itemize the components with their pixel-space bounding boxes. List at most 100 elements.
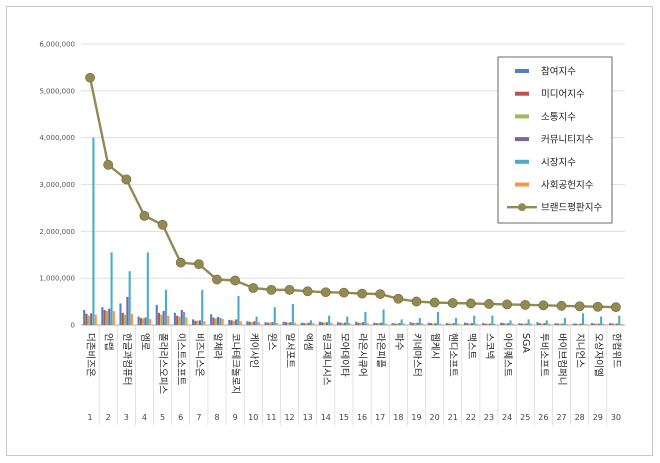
bar-사회공헌지수 [130, 313, 134, 325]
bar-참여지수 [463, 322, 467, 325]
bar-사회공헌지수 [384, 323, 387, 325]
bar-커뮤니티지수 [108, 308, 111, 325]
bar-참여지수 [83, 310, 86, 325]
bar-사회공헌지수 [620, 324, 623, 325]
brand-index-point [212, 274, 222, 285]
bar-소통지수 [287, 322, 290, 325]
rank-number: 1 [88, 413, 93, 422]
bar-참여지수 [554, 323, 557, 325]
bar-시장지수 [618, 315, 621, 325]
x-axis: 더존비즈온 1 안랩 2 한글과컴퓨터 3 엠로 4 폴라리스오피스 5 이스트소프트 6 비즈니스온 7… [85, 325, 622, 425]
category-label: 폴라리스오피스 [157, 333, 168, 394]
rank-number: 10 [248, 413, 258, 422]
y-tick-label: 5,000,000 [39, 87, 75, 95]
bar-커뮤니티지수 [198, 320, 201, 325]
bar-사회공헌지수 [221, 318, 224, 325]
bar-시장지수 [545, 320, 548, 325]
bar-커뮤니티지수 [235, 319, 238, 325]
bar-사회공헌지수 [566, 324, 569, 325]
bar-커뮤니티지수 [416, 322, 419, 325]
bar-사회공헌지수 [112, 310, 115, 325]
rank-number: 25 [520, 413, 530, 422]
bar-소통지수 [559, 323, 562, 325]
bar-시장지수 [237, 295, 240, 325]
bar-미디어지수 [284, 322, 288, 325]
category-label: 라온피플 [375, 333, 386, 368]
category-label: 비즈니스온 [193, 333, 204, 377]
bar-참여지수 [337, 322, 340, 325]
category-label: 링크제니시스 [320, 333, 332, 386]
bar-참여지수 [536, 322, 539, 325]
bar-사회공헌지수 [402, 323, 406, 325]
bar-미디어지수 [411, 323, 414, 325]
brand-index-point [339, 287, 349, 298]
bar-미디어지수 [430, 323, 433, 325]
bar-시장지수 [291, 303, 294, 325]
category-label: 알서포트 [284, 333, 295, 368]
y-tick-label: 0 [71, 322, 75, 330]
bar-참여지수 [300, 322, 303, 325]
rank-number: 17 [375, 413, 385, 422]
bar-참여지수 [155, 304, 158, 325]
rank-number: 30 [611, 413, 621, 422]
bar-시장지수 [563, 317, 566, 325]
y-tick-label: 1,000,000 [39, 275, 75, 283]
brand-index-point [520, 299, 531, 310]
brand-index-point [193, 259, 204, 270]
rank-number: 19 [411, 413, 421, 422]
rank-number: 15 [339, 413, 349, 422]
bar-소통지수 [577, 324, 580, 325]
category-label: 맥스트 [465, 333, 476, 359]
rank-number: 23 [484, 413, 494, 422]
brand-index-point [429, 297, 440, 308]
bar-미디어지수 [158, 312, 161, 325]
bar-미디어지수 [85, 313, 88, 325]
category-label: 아이퀘스트 [502, 333, 513, 377]
category-label: 안랩 [103, 333, 115, 350]
bar-시장지수 [600, 316, 603, 325]
bar-소통지수 [486, 323, 489, 325]
brand-index-point [230, 275, 241, 286]
bar-시장지수 [436, 311, 439, 325]
bar-시장지수 [581, 313, 585, 325]
bar-사회공헌지수 [203, 321, 206, 325]
bar-사회공헌지수 [421, 323, 424, 325]
bar-소통지수 [305, 323, 308, 325]
bar-시장지수 [92, 137, 95, 325]
category-label: 파수 [393, 333, 404, 351]
bar-미디어지수 [466, 323, 469, 325]
bar-미디어지수 [520, 323, 523, 325]
bar-커뮤니티지수 [144, 317, 147, 325]
bar-미디어지수 [176, 315, 179, 325]
bar-미디어지수 [393, 323, 396, 325]
rank-number: 12 [284, 413, 294, 422]
bar-미디어지수 [575, 323, 578, 325]
rank-number: 16 [357, 413, 367, 422]
bar-커뮤니티지수 [289, 322, 292, 325]
brand-index-point [465, 298, 476, 309]
category-label: 오상자이엘 [592, 333, 603, 377]
bar-사회공헌지수 [257, 322, 260, 325]
bar-참여지수 [572, 323, 575, 325]
category-label: SGA [520, 333, 531, 353]
category-label: 엠로 [139, 333, 151, 351]
bar-참여지수 [590, 323, 593, 325]
bar-미디어지수 [339, 322, 342, 325]
bar-사회공헌지수 [167, 315, 170, 325]
bar-사회공헌지수 [511, 323, 514, 325]
bar-시장지수 [309, 320, 313, 325]
bar-미디어지수 [303, 323, 306, 325]
bar-커뮤니티지수 [507, 323, 510, 325]
legend-swatch [515, 114, 529, 119]
bars [83, 137, 623, 325]
bar-커뮤니티지수 [307, 322, 310, 325]
legend-swatch [515, 69, 529, 73]
bar-참여지수 [355, 321, 358, 325]
category-label: 웹케시 [429, 333, 440, 359]
bar-소통지수 [504, 323, 507, 325]
bar-소통지수 [105, 310, 108, 325]
bar-커뮤니티지수 [452, 323, 455, 325]
rank-number: 7 [196, 413, 201, 422]
brand-index-point [538, 300, 549, 311]
